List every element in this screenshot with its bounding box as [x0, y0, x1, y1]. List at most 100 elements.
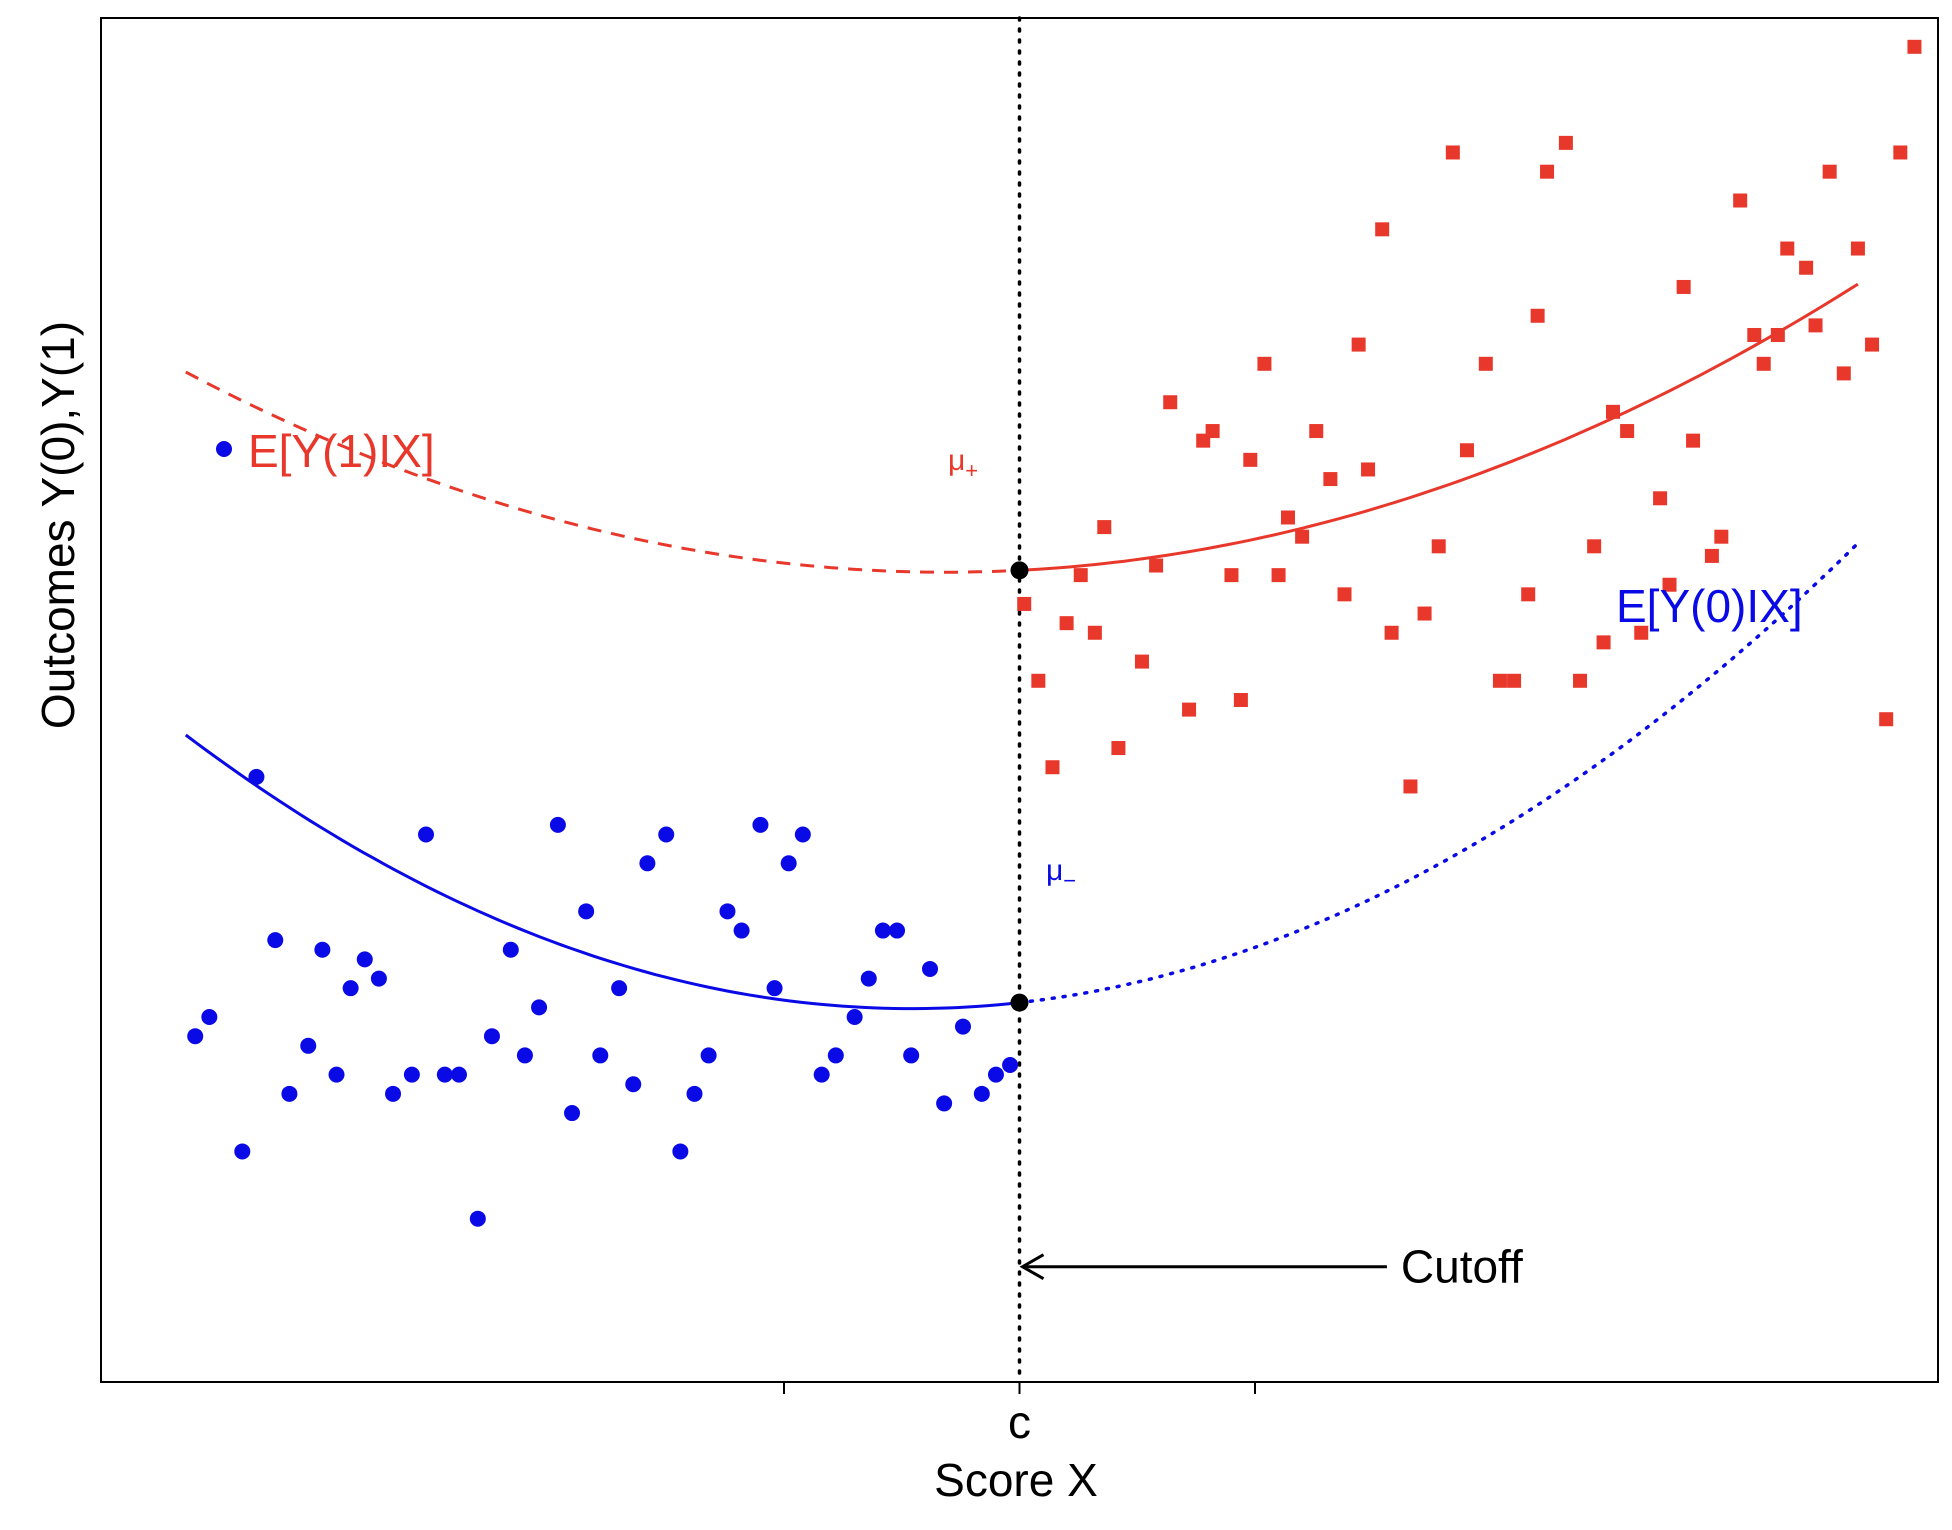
treated-point: [1850, 241, 1865, 256]
treated-point: [1507, 673, 1522, 688]
y-axis-title: Outcomes Y(0),Y(1): [32, 321, 84, 729]
treated-point: [1836, 366, 1851, 381]
treated-point: [1587, 539, 1602, 554]
mu-plus-point: [1010, 561, 1029, 580]
treated-point: [1045, 760, 1060, 775]
treated-point: [1620, 424, 1635, 439]
control-point: [733, 922, 750, 939]
treated-point: [1361, 462, 1376, 477]
control-point: [450, 1066, 467, 1083]
annotations: E[Y(1)IX] E[Y(0)IX] μ+ μ− Cutoff: [216, 425, 1803, 1293]
control-point: [954, 1018, 971, 1035]
control-point: [436, 1066, 453, 1083]
treated-point: [1233, 693, 1248, 707]
control-point: [922, 960, 939, 977]
treated-point: [1351, 337, 1366, 352]
treated-point: [1031, 673, 1046, 688]
control-point: [766, 980, 783, 997]
treated-point: [1662, 577, 1677, 592]
boundary-points: [1010, 561, 1029, 1012]
treated-point: [1295, 529, 1310, 544]
plot-area: E[Y(1)IX] E[Y(0)IX] μ+ μ− Cutoff: [100, 16, 1939, 1384]
control-point: [672, 1143, 689, 1160]
mu-plus-label: μ+: [948, 444, 978, 483]
control-point: [846, 1008, 863, 1025]
treated-point: [1337, 587, 1352, 602]
treated-point: [1097, 520, 1112, 535]
treated-point: [1521, 587, 1536, 602]
control-point: [300, 1037, 317, 1054]
treated-point: [1111, 741, 1126, 756]
control-point: [936, 1095, 953, 1112]
control-point: [248, 768, 265, 785]
treated-point: [1017, 596, 1032, 611]
control-point: [973, 1085, 990, 1102]
treated-point: [1149, 558, 1164, 573]
control-point: [987, 1066, 1004, 1083]
treated-point: [1907, 39, 1922, 54]
control-point: [234, 1143, 251, 1160]
treated-point: [1163, 395, 1178, 410]
control-point: [874, 922, 891, 939]
treated-point: [1445, 145, 1460, 160]
legend-marker-dot: [216, 441, 232, 457]
control-point: [531, 999, 548, 1016]
control-point: [752, 816, 769, 833]
treated-point: [1747, 327, 1762, 342]
treated-point: [1224, 568, 1239, 583]
cutoff-arrow-head: [1019, 1253, 1045, 1281]
control-point: [860, 970, 877, 987]
control-point: [314, 941, 331, 958]
treated-point: [1808, 318, 1823, 333]
control-point: [813, 1066, 830, 1083]
treated-point: [1530, 308, 1545, 323]
treated-point: [1417, 606, 1432, 621]
control-point: [564, 1105, 581, 1122]
control-point: [483, 1028, 500, 1045]
treated-point: [1686, 433, 1701, 448]
control-point: [719, 903, 736, 920]
mu-minus-label: μ−: [1046, 854, 1076, 893]
treated-curve-extrapolated: [185, 370, 1020, 574]
treated-point: [1756, 356, 1771, 371]
control-point: [625, 1076, 642, 1093]
legend-label: E[Y(1)IX]: [248, 425, 435, 477]
control-point: [794, 826, 811, 843]
mu-minus-subscript: −: [1063, 868, 1076, 893]
treated-point: [1271, 568, 1286, 583]
control-point: [469, 1210, 486, 1227]
treated-point: [1865, 337, 1880, 352]
control-point: [281, 1085, 298, 1102]
treated-points: [1017, 39, 1922, 794]
treated-point: [1257, 356, 1272, 371]
treated-point: [1558, 135, 1573, 150]
control-point: [187, 1028, 204, 1045]
control-point: [342, 980, 359, 997]
treated-point: [1492, 673, 1507, 688]
cutoff-label: Cutoff: [1401, 1241, 1523, 1293]
control-point: [516, 1047, 533, 1064]
treated-curve-fitted: [1019, 282, 1859, 572]
treated-point: [1634, 625, 1649, 640]
control-point: [385, 1085, 402, 1102]
treated-point: [1540, 164, 1555, 179]
control-point: [370, 970, 387, 987]
control-point: [780, 855, 797, 872]
control-point: [700, 1047, 717, 1064]
control-curve-fitted: [184, 733, 1020, 1011]
control-point: [686, 1085, 703, 1102]
treated-point: [1573, 673, 1588, 688]
control-point: [502, 941, 519, 958]
control-point: [827, 1047, 844, 1064]
treated-point: [1478, 356, 1493, 371]
treated-point: [1243, 452, 1258, 467]
control-point: [889, 922, 906, 939]
control-point: [418, 826, 435, 843]
treated-point: [1323, 472, 1338, 487]
treated-point: [1459, 443, 1474, 458]
treated-point: [1714, 529, 1729, 544]
control-point: [611, 980, 628, 997]
treated-point: [1073, 568, 1088, 583]
treated-point: [1182, 702, 1197, 717]
